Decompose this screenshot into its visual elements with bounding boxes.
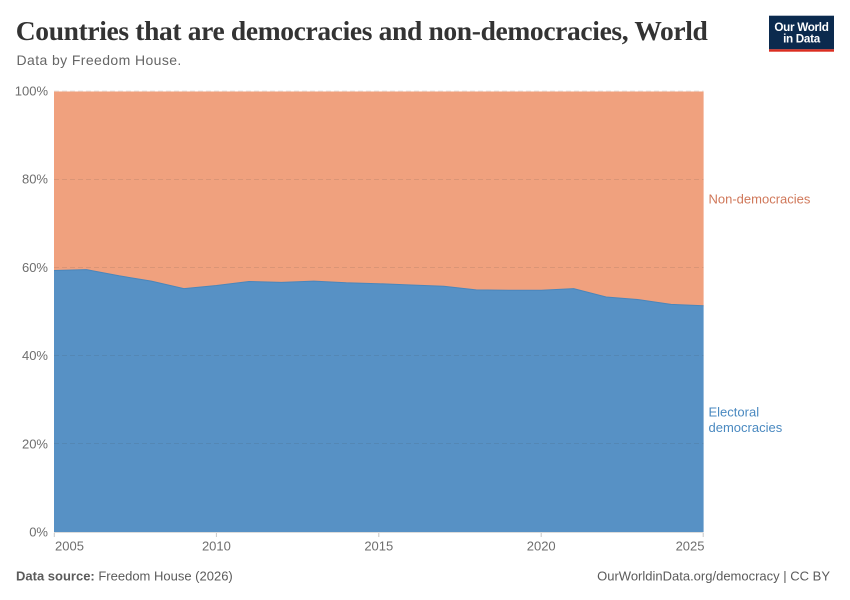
svg-text:2005: 2005 (55, 539, 84, 554)
svg-text:in Data: in Data (783, 33, 821, 46)
svg-text:2025: 2025 (676, 539, 705, 554)
svg-text:Our World: Our World (774, 21, 828, 34)
svg-text:democracies: democracies (709, 420, 783, 435)
svg-text:Non-democracies: Non-democracies (709, 191, 811, 206)
svg-text:0%: 0% (29, 525, 48, 540)
svg-text:100%: 100% (15, 84, 49, 99)
svg-text:Countries that are democracies: Countries that are democracies and non-d… (16, 15, 708, 46)
svg-text:Data source: Freedom House (20: Data source: Freedom House (2026) (16, 568, 233, 583)
svg-text:60%: 60% (22, 260, 48, 275)
svg-text:Electoral: Electoral (709, 405, 760, 420)
svg-text:40%: 40% (22, 348, 48, 363)
svg-text:OurWorldinData.org/democracy |: OurWorldinData.org/democracy | CC BY (597, 568, 830, 583)
svg-text:20%: 20% (22, 436, 48, 451)
svg-text:2015: 2015 (364, 539, 393, 554)
svg-text:2020: 2020 (527, 539, 556, 554)
svg-text:2010: 2010 (202, 539, 231, 554)
svg-text:Data by Freedom House.: Data by Freedom House. (17, 52, 182, 68)
svg-text:80%: 80% (22, 172, 48, 187)
